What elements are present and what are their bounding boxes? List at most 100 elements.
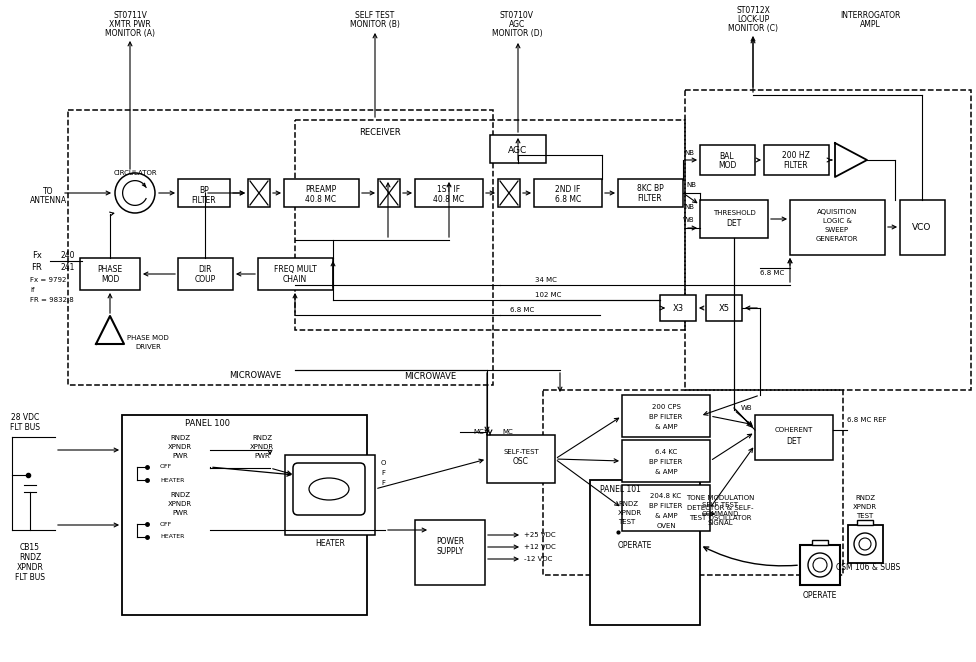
Text: INTERROGATOR: INTERROGATOR <box>839 11 900 19</box>
Text: BP FILTER: BP FILTER <box>649 414 682 420</box>
Text: FLT BUS: FLT BUS <box>10 422 40 432</box>
Text: LOGIC &: LOGIC & <box>823 218 851 224</box>
Text: HEATER: HEATER <box>160 534 184 540</box>
Text: CIRCULATOR: CIRCULATOR <box>113 170 157 176</box>
Bar <box>700 200 768 238</box>
Text: PANEL 101: PANEL 101 <box>600 485 641 493</box>
FancyBboxPatch shape <box>293 463 365 515</box>
Text: 200 HZ: 200 HZ <box>782 150 810 160</box>
Bar <box>534 179 602 207</box>
Bar <box>900 200 945 255</box>
Text: 6.8 MC: 6.8 MC <box>510 307 534 313</box>
Text: & AMP: & AMP <box>655 469 677 475</box>
Text: PANEL 100: PANEL 100 <box>185 420 230 428</box>
Text: PWR: PWR <box>172 510 187 516</box>
Bar <box>178 179 230 207</box>
Text: XPNDR: XPNDR <box>168 444 192 450</box>
Bar <box>543 390 843 575</box>
Text: 6.8 MC: 6.8 MC <box>555 195 581 203</box>
Bar <box>178 258 233 290</box>
Text: XPNDR: XPNDR <box>618 510 642 516</box>
Text: RNDZ: RNDZ <box>170 492 190 498</box>
Text: AQUISITION: AQUISITION <box>817 209 857 215</box>
Text: AMPL: AMPL <box>860 19 880 28</box>
Bar <box>487 435 555 483</box>
Text: OFF: OFF <box>160 465 172 469</box>
Text: 40.8 MC: 40.8 MC <box>433 195 465 203</box>
Text: SIGNAL: SIGNAL <box>708 520 733 526</box>
Text: WB: WB <box>741 405 752 411</box>
Text: 204.8 KC: 204.8 KC <box>650 493 681 499</box>
Bar <box>122 415 367 615</box>
Text: RNDZ: RNDZ <box>19 553 41 563</box>
Text: MICROWAVE: MICROWAVE <box>229 371 281 379</box>
Bar <box>378 179 400 207</box>
Text: MICROWAVE: MICROWAVE <box>404 371 456 381</box>
Text: DIR: DIR <box>198 265 212 273</box>
Text: ANTENNA: ANTENNA <box>29 195 66 205</box>
Text: if: if <box>30 287 34 293</box>
Text: MONITOR (C): MONITOR (C) <box>728 23 778 32</box>
Text: 6.8 MC: 6.8 MC <box>760 270 785 276</box>
Text: 240: 240 <box>61 250 75 260</box>
Text: ST0712X: ST0712X <box>736 5 770 15</box>
Bar <box>800 545 840 585</box>
Text: NB: NB <box>686 182 696 188</box>
Text: 6.4 KC: 6.4 KC <box>655 449 677 455</box>
Text: -12 VDC: -12 VDC <box>524 556 552 562</box>
Text: & AMP: & AMP <box>655 424 677 430</box>
Text: MC: MC <box>503 429 513 435</box>
Text: RECEIVER: RECEIVER <box>359 128 401 136</box>
Text: PWR: PWR <box>172 453 187 459</box>
Text: X5: X5 <box>718 303 729 312</box>
Text: PHASE MOD: PHASE MOD <box>127 335 169 341</box>
Text: DET: DET <box>726 218 742 228</box>
Text: TEST: TEST <box>856 513 874 519</box>
Text: LOCK-UP: LOCK-UP <box>737 15 769 23</box>
Text: 6.8 MC REF: 6.8 MC REF <box>847 417 886 423</box>
Text: BP: BP <box>199 185 209 195</box>
Text: 28 VDC: 28 VDC <box>11 414 39 422</box>
Text: VCO: VCO <box>913 222 932 232</box>
Text: 102 MC: 102 MC <box>535 292 561 298</box>
Text: X3: X3 <box>672 303 683 312</box>
Bar <box>590 480 700 625</box>
Bar <box>706 295 742 321</box>
Text: FR: FR <box>31 263 42 271</box>
Text: TEST: TEST <box>618 519 635 525</box>
Bar <box>258 258 333 290</box>
Text: CSM 106 & SUBS: CSM 106 & SUBS <box>835 563 900 573</box>
Text: MC: MC <box>473 429 484 435</box>
Text: TONE MODULATION: TONE MODULATION <box>686 495 754 501</box>
Bar <box>618 179 683 207</box>
Bar <box>764 145 829 175</box>
Bar <box>622 395 710 437</box>
Text: THRESHOLD: THRESHOLD <box>712 210 755 216</box>
Text: PWR: PWR <box>254 453 270 459</box>
Text: OPERATE: OPERATE <box>803 591 837 600</box>
Text: XPNDR: XPNDR <box>250 444 274 450</box>
Text: ST0710V: ST0710V <box>500 11 534 19</box>
Text: AGC: AGC <box>508 19 525 28</box>
Bar <box>812 540 828 545</box>
Text: COHERENT: COHERENT <box>775 427 813 433</box>
Text: SWEEP: SWEEP <box>825 227 849 233</box>
Text: BP FILTER: BP FILTER <box>649 459 682 465</box>
Text: 241: 241 <box>61 263 75 271</box>
Bar <box>498 179 520 207</box>
Text: 34 MC: 34 MC <box>535 277 557 283</box>
Text: O: O <box>381 460 386 466</box>
Text: SELF TEST: SELF TEST <box>355 11 394 19</box>
Text: NB: NB <box>684 150 694 156</box>
Text: 200 CPS: 200 CPS <box>652 404 680 410</box>
Text: MONITOR (A): MONITOR (A) <box>105 28 155 38</box>
Bar <box>68 110 493 385</box>
Bar <box>685 90 971 390</box>
Bar <box>248 179 270 207</box>
Text: 40.8 MC: 40.8 MC <box>305 195 337 203</box>
Text: RNDZ: RNDZ <box>170 435 190 441</box>
Text: GENERATOR: GENERATOR <box>816 236 858 242</box>
Text: OFF: OFF <box>160 522 172 526</box>
Text: CHAIN: CHAIN <box>283 275 307 283</box>
Text: XPNDR: XPNDR <box>17 563 44 573</box>
